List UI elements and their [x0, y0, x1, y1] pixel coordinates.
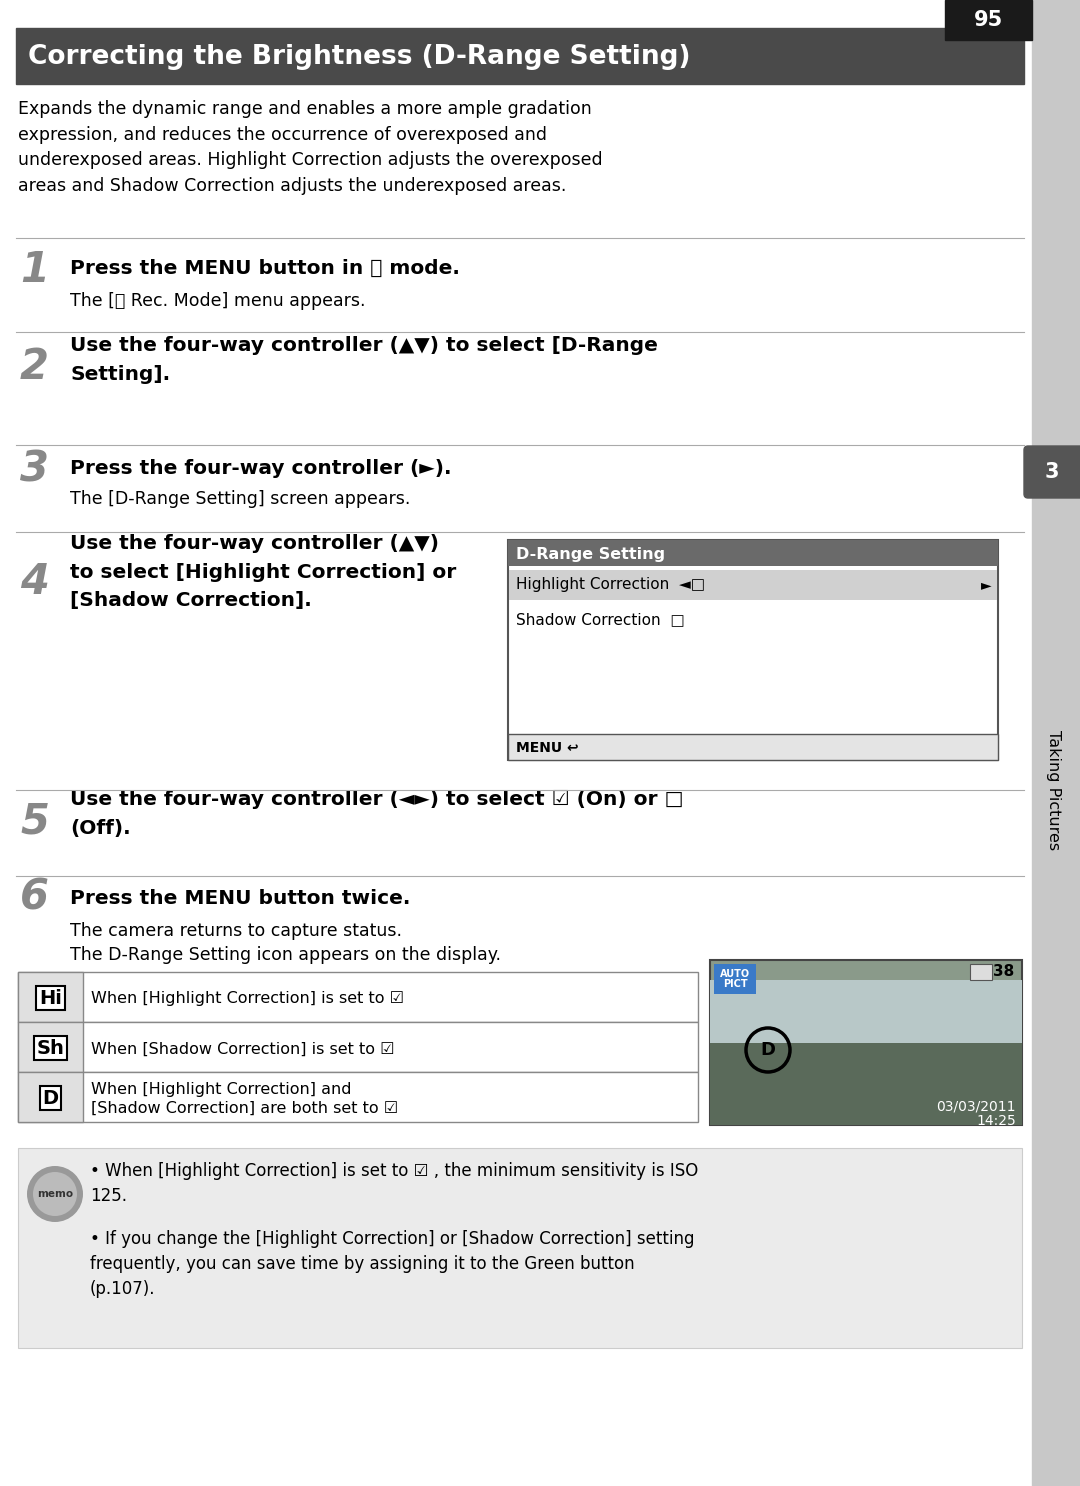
- Text: Expands the dynamic range and enables a more ample gradation
expression, and red: Expands the dynamic range and enables a …: [18, 100, 603, 195]
- Text: D-Range Setting: D-Range Setting: [516, 547, 665, 562]
- Text: 14:25: 14:25: [976, 1114, 1016, 1128]
- Text: 6: 6: [21, 877, 49, 918]
- Bar: [16, 28, 1024, 85]
- Bar: [508, 539, 998, 759]
- Text: Taking Pictures: Taking Pictures: [1047, 730, 1062, 850]
- Text: Sh: Sh: [37, 1039, 65, 1058]
- Bar: [710, 960, 1022, 1125]
- Text: ►: ►: [981, 578, 991, 591]
- Text: 3: 3: [21, 449, 49, 490]
- Bar: [714, 964, 756, 994]
- Text: When [Highlight Correction] is set to ☑: When [Highlight Correction] is set to ☑: [91, 991, 404, 1006]
- Bar: [508, 539, 998, 566]
- Text: D: D: [760, 1042, 775, 1060]
- Text: MENU ↩: MENU ↩: [516, 742, 579, 755]
- Text: Highlight Correction  ◄□: Highlight Correction ◄□: [516, 578, 705, 593]
- Text: The camera returns to capture status.: The camera returns to capture status.: [70, 921, 402, 941]
- Text: 03/03/2011: 03/03/2011: [936, 1100, 1016, 1114]
- FancyBboxPatch shape: [1024, 446, 1080, 498]
- Text: 95: 95: [974, 10, 1003, 30]
- Text: 5: 5: [21, 801, 49, 843]
- Text: • If you change the [Highlight Correction] or [Shadow Correction] setting
freque: • If you change the [Highlight Correctio…: [90, 1230, 694, 1297]
- Text: The [Ⓜ Rec. Mode] menu appears.: The [Ⓜ Rec. Mode] menu appears.: [70, 293, 365, 311]
- Text: Use the four-way controller (◄►) to select ☑ (On) or □
(Off).: Use the four-way controller (◄►) to sele…: [70, 791, 684, 838]
- Text: AUTO
PICT: AUTO PICT: [720, 969, 751, 990]
- Bar: [710, 1043, 1022, 1125]
- Text: Press the MENU button in Ⓜ mode.: Press the MENU button in Ⓜ mode.: [70, 259, 460, 278]
- Text: Press the MENU button twice.: Press the MENU button twice.: [70, 889, 410, 908]
- Text: D: D: [42, 1089, 58, 1107]
- Text: Press the four-way controller (►).: Press the four-way controller (►).: [70, 459, 451, 477]
- Bar: [1032, 0, 1080, 1486]
- Text: Use the four-way controller (▲▼)
to select [Highlight Correction] or
[Shadow Cor: Use the four-way controller (▲▼) to sele…: [70, 533, 456, 611]
- Text: memo: memo: [37, 1189, 73, 1199]
- Bar: [710, 979, 1022, 1052]
- Text: Use the four-way controller (▲▼) to select [D-Range
Setting].: Use the four-way controller (▲▼) to sele…: [70, 336, 658, 383]
- Bar: [18, 1071, 83, 1122]
- Bar: [970, 964, 993, 979]
- Bar: [945, 0, 1032, 40]
- Text: 2: 2: [21, 346, 49, 388]
- Text: 4: 4: [21, 562, 49, 603]
- Text: The [D-Range Setting] screen appears.: The [D-Range Setting] screen appears.: [70, 490, 410, 508]
- Text: 38: 38: [994, 964, 1014, 979]
- Text: When [Highlight Correction] and
[Shadow Correction] are both set to ☑: When [Highlight Correction] and [Shadow …: [91, 1082, 399, 1116]
- Bar: [18, 1149, 1022, 1348]
- Circle shape: [27, 1167, 83, 1221]
- Bar: [508, 734, 998, 759]
- Bar: [18, 1071, 698, 1122]
- Text: Correcting the Brightness (D-Range Setting): Correcting the Brightness (D-Range Setti…: [28, 45, 690, 70]
- Bar: [18, 1022, 83, 1071]
- Text: Hi: Hi: [39, 988, 62, 1008]
- Text: Shadow Correction  □: Shadow Correction □: [516, 612, 685, 627]
- Circle shape: [33, 1172, 77, 1216]
- Text: The D-Range Setting icon appears on the display.: The D-Range Setting icon appears on the …: [70, 947, 501, 964]
- Text: 1: 1: [21, 250, 49, 291]
- Text: 3: 3: [1044, 462, 1059, 481]
- Bar: [509, 571, 997, 600]
- Bar: [18, 1022, 698, 1071]
- Text: • When [Highlight Correction] is set to ☑ , the minimum sensitivity is ISO
125.: • When [Highlight Correction] is set to …: [90, 1162, 699, 1205]
- Bar: [18, 972, 698, 1022]
- Bar: [18, 972, 83, 1022]
- Text: When [Shadow Correction] is set to ☑: When [Shadow Correction] is set to ☑: [91, 1042, 394, 1057]
